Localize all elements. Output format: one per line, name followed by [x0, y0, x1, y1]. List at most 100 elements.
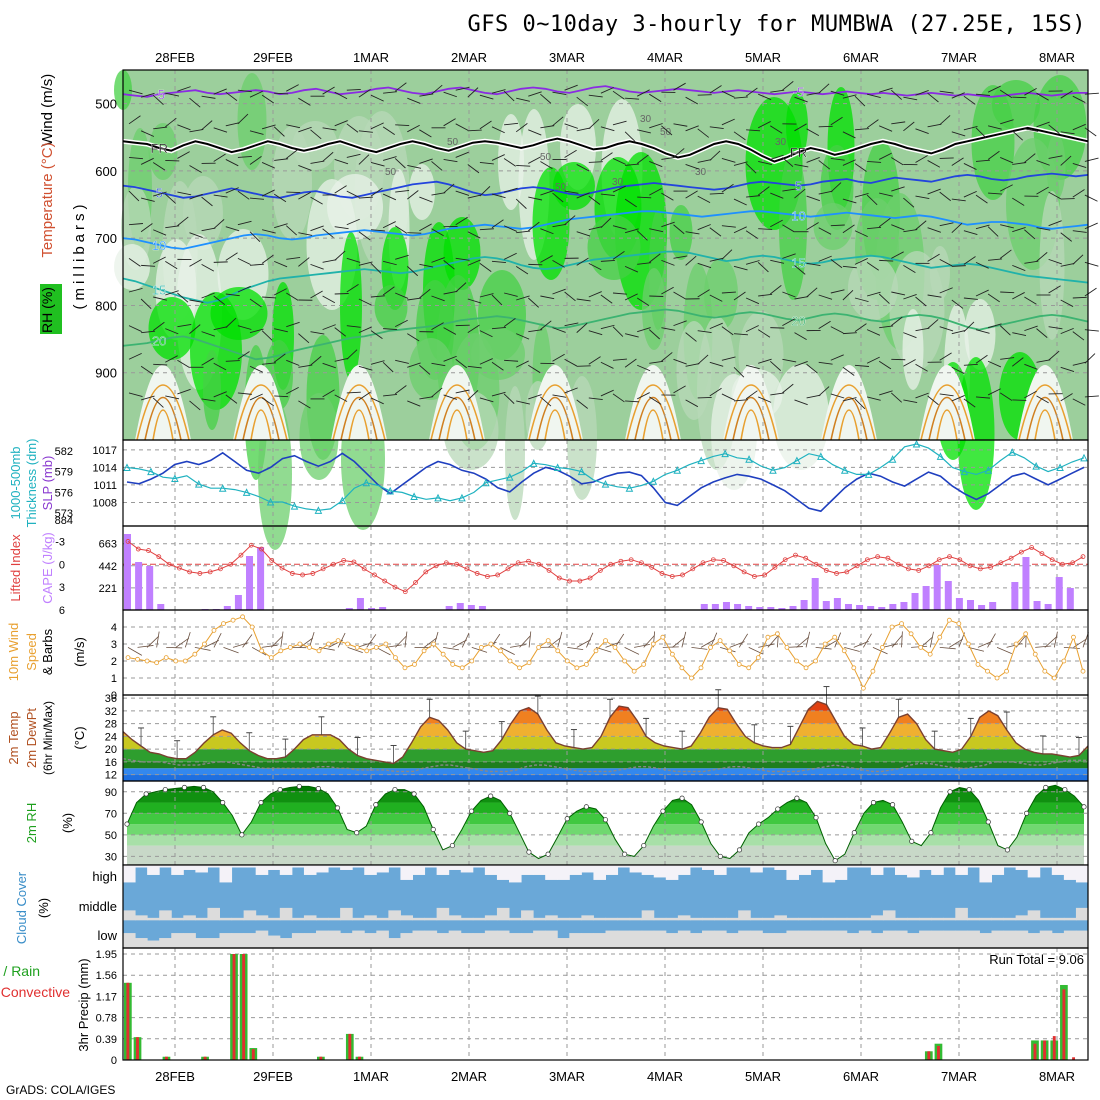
cloud-cell: [496, 907, 510, 921]
wind-barb: [794, 399, 808, 406]
wind-barb: [262, 296, 277, 299]
cloud-cell: [846, 933, 860, 948]
li-marker: [135, 546, 141, 552]
cloud-cell: [460, 933, 474, 948]
li-marker: [300, 572, 305, 578]
wind-speed-marker: [268, 655, 274, 660]
wind-barb: [637, 262, 652, 265]
wind-barb: [225, 159, 239, 167]
wind-barb: [1084, 329, 1099, 332]
total-rain-label: Total / Rain: [0, 963, 40, 979]
wind-speed-marker: [1023, 631, 1029, 637]
wind-barb: [782, 81, 794, 91]
cape-bar: [734, 604, 742, 610]
wind-barb: [963, 363, 978, 366]
wind-barb: [189, 165, 202, 173]
temperature-contour-label: -5: [153, 87, 165, 102]
cloud-row-label: high: [92, 869, 117, 884]
cape-bar: [257, 547, 265, 610]
thickness-marker: [840, 466, 849, 474]
cloud-cell: [750, 865, 763, 873]
wind-barb: [346, 349, 358, 360]
wind-barb: [201, 196, 213, 207]
cloud-cell: [967, 865, 980, 868]
cloud-cell: [822, 930, 836, 948]
wind-tick-label: 4: [111, 622, 117, 634]
wind-barb: [479, 120, 492, 130]
wind-barb: [600, 294, 613, 304]
wind-barb: [1072, 296, 1087, 299]
wind-barb: [612, 225, 627, 230]
rh-marker: [1081, 804, 1087, 810]
surface-wind-barb: [805, 631, 811, 648]
wind-barb: [479, 228, 494, 231]
wind-speed-marker: [956, 621, 962, 626]
cloud-cell: [593, 933, 606, 948]
wind-barb: [806, 92, 821, 96]
cloud-cell: [484, 930, 498, 948]
wind-barb: [491, 154, 505, 161]
rh-cell: [148, 123, 178, 180]
boundary-layer-contour: [1018, 384, 1072, 441]
thickness-marker: [290, 502, 299, 510]
li-marker: [813, 561, 819, 567]
wind-barb: [758, 293, 773, 297]
wind-barb: [987, 85, 1001, 93]
wind-barb: [806, 195, 820, 202]
wind-barb: [225, 394, 238, 404]
wind-barb: [346, 283, 359, 293]
rh-unit-label: (%): [60, 813, 75, 833]
li-marker: [618, 558, 624, 564]
surface-wind-barb: [156, 631, 160, 648]
rh2m-label: 2m RH: [24, 803, 39, 843]
wind-barb: [987, 226, 999, 237]
cape-bar: [722, 602, 730, 610]
cloud-cell: [786, 917, 799, 921]
wind-barb: [467, 259, 481, 266]
thickness-marker: [864, 470, 873, 478]
thickness-marker: [266, 497, 275, 506]
rh-marker: [1004, 847, 1010, 853]
rh-cell: [409, 164, 435, 220]
wind-barb: [273, 193, 287, 203]
wind-barb: [177, 292, 189, 303]
wind-barb: [576, 298, 591, 302]
wind-barb: [467, 324, 480, 334]
cloud-cell: [183, 915, 196, 921]
boundary-layer-contour: [528, 384, 582, 441]
li-marker: [741, 569, 747, 575]
cloud-cell: [943, 930, 956, 948]
rh-marker: [468, 808, 475, 814]
wind-barb: [443, 118, 456, 127]
li-marker: [864, 557, 870, 563]
wind-barb: [370, 122, 384, 130]
rh-contour-label: 30: [640, 114, 652, 125]
wind-barb: [467, 231, 481, 239]
cape-bar: [822, 601, 830, 610]
wind-barb: [1060, 131, 1075, 135]
wind-barb: [322, 228, 334, 238]
surface-wind-barb: [509, 644, 526, 648]
wind-tick-label: 0: [111, 690, 117, 702]
wind-barb: [310, 355, 322, 366]
cloud-cell: [882, 865, 896, 868]
wind-speed-marker: [937, 634, 943, 640]
wind-barb: [939, 287, 953, 294]
wind-barb: [177, 359, 190, 368]
cloud-cell: [738, 865, 751, 868]
thickness-marker: [386, 486, 394, 495]
wind-barb: [866, 93, 881, 99]
cape-bar: [124, 534, 131, 610]
convective-label: Convective: [1, 984, 70, 1000]
wind-barb: [419, 158, 433, 164]
date-label-bottom: 28FEB: [155, 1069, 195, 1084]
cloud-cell: [352, 917, 365, 921]
wind-barb: [878, 152, 892, 160]
wind-barb: [237, 392, 252, 395]
wind-barb: [939, 393, 954, 397]
wind-barb: [504, 122, 519, 126]
wind-speed-marker: [278, 648, 284, 654]
wind-barb: [322, 151, 334, 162]
wind-barb: [782, 383, 794, 394]
cape-bar: [445, 606, 453, 610]
